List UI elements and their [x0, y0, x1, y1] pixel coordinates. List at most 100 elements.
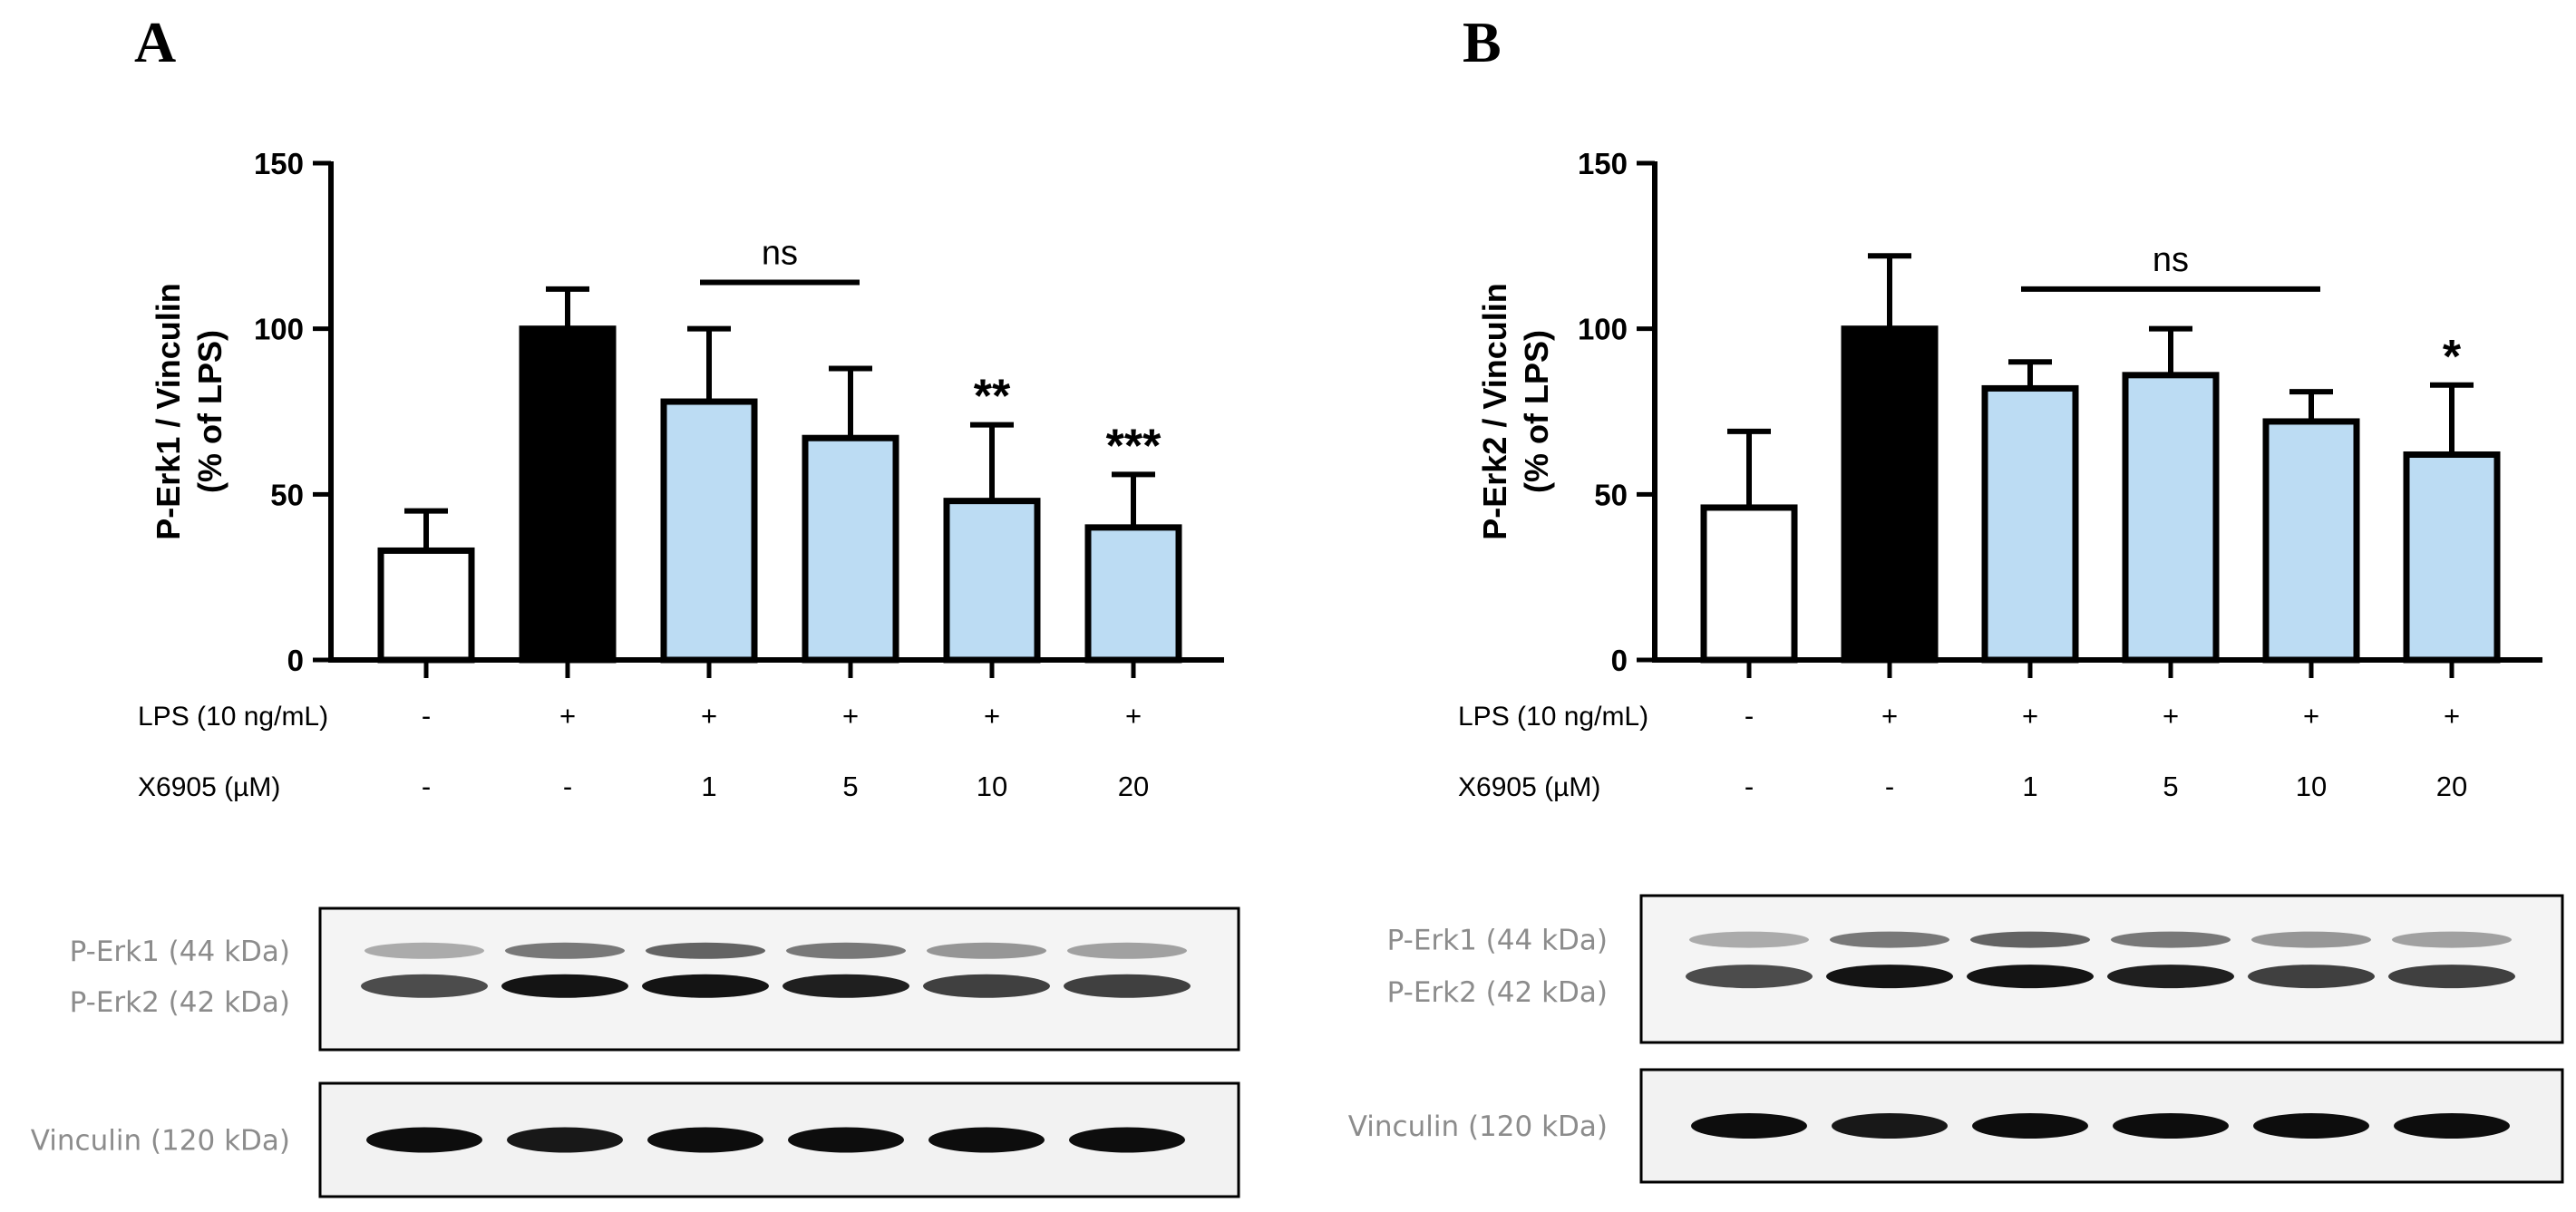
blot-band: [647, 1127, 763, 1153]
blot-band: [1970, 931, 2090, 948]
y-tick-label: 50: [270, 478, 304, 511]
condition-value: +: [2444, 700, 2460, 732]
blot-band: [2107, 965, 2234, 989]
condition-label: X6905 (µM): [138, 772, 280, 802]
blot-band: [1691, 1113, 1807, 1139]
bar: [1084, 524, 1182, 664]
blot-band: [1067, 942, 1187, 959]
y-axis-title: P-Erk1 / Vinculin: [150, 283, 187, 539]
bar: [1700, 504, 1798, 664]
blot-band: [2113, 1113, 2229, 1139]
bar: [802, 434, 899, 664]
blot-band: [501, 974, 628, 998]
significance-marker: *: [2443, 331, 2462, 383]
y-tick-label: 0: [1611, 644, 1628, 677]
condition-value: -: [1745, 700, 1754, 732]
blot-label: Vinculin (120 kDa): [31, 1125, 290, 1158]
panel-letter: B: [1463, 10, 1502, 74]
condition-value: +: [701, 700, 717, 732]
blot-band: [646, 942, 765, 959]
condition-value: +: [1881, 700, 1898, 732]
blot-band: [1830, 931, 1949, 948]
condition-value: +: [559, 700, 576, 732]
condition-label: LPS (10 ng/mL): [1458, 702, 1648, 732]
blot-band: [2394, 1113, 2510, 1139]
blot-band: [1826, 965, 1953, 989]
blot-band: [1069, 1127, 1185, 1153]
blot-band: [365, 942, 484, 959]
condition-value: +: [842, 700, 859, 732]
blot-band: [507, 1127, 623, 1153]
blot-band: [923, 974, 1050, 998]
ns-label: ns: [762, 235, 798, 273]
blot-band: [642, 974, 769, 998]
y-tick-label: 150: [254, 147, 304, 180]
condition-value: -: [563, 771, 572, 802]
condition-value: -: [422, 771, 431, 802]
blot-band: [361, 974, 488, 998]
y-axis-title-unit: (% of LPS): [191, 330, 228, 493]
y-tick-label: 100: [1578, 313, 1628, 346]
condition-value: -: [422, 700, 431, 732]
ns-label: ns: [2153, 241, 2189, 279]
blot-band: [2392, 931, 2512, 948]
blot-label: P-Erk1 (44 kDa): [70, 936, 290, 968]
condition-value: +: [2022, 700, 2038, 732]
blot-band: [1832, 1113, 1948, 1139]
condition-value: 20: [2436, 771, 2467, 802]
condition-value: -: [1885, 771, 1894, 802]
condition-value: 1: [2022, 771, 2037, 802]
condition-value: 5: [842, 771, 858, 802]
condition-value: -: [1745, 771, 1754, 802]
blot-band: [1064, 974, 1191, 998]
condition-value: +: [984, 700, 1000, 732]
condition-value: 10: [977, 771, 1007, 802]
condition-value: +: [2303, 700, 2319, 732]
bar: [519, 325, 617, 664]
blot-band: [366, 1127, 482, 1153]
blot-label: P-Erk2 (42 kDa): [1387, 976, 1608, 1009]
y-axis-title-unit: (% of LPS): [1518, 330, 1555, 493]
bar: [660, 398, 758, 664]
blot-band: [786, 942, 906, 959]
y-tick-label: 50: [1594, 478, 1628, 511]
y-tick-label: 150: [1578, 147, 1628, 180]
condition-label: X6905 (µM): [1458, 772, 1600, 802]
blot-band: [783, 974, 909, 998]
significance-marker: **: [974, 371, 1011, 423]
blot-band: [505, 942, 625, 959]
bar: [1841, 325, 1939, 664]
blot-band: [2388, 965, 2515, 989]
blot-band: [928, 1127, 1045, 1153]
blot-band: [2251, 931, 2371, 948]
blot-band: [2248, 965, 2375, 989]
blot-band: [1967, 965, 2094, 989]
blot-band: [1686, 965, 1813, 989]
condition-value: 20: [1118, 771, 1149, 802]
significance-marker: ***: [1106, 420, 1162, 472]
blot-label: Vinculin (120 kDa): [1348, 1110, 1608, 1143]
y-axis-title: P-Erk2 / Vinculin: [1476, 283, 1513, 539]
blot-band: [1972, 1113, 2088, 1139]
blot-band: [2253, 1113, 2369, 1139]
condition-value: 5: [2163, 771, 2178, 802]
condition-label: LPS (10 ng/mL): [138, 702, 328, 732]
panel-b: B P-Erk2 / Vinculin (% of LPS) 0 50 100 150 * ns…: [1348, 10, 2564, 1184]
bar: [2403, 451, 2501, 664]
bar: [377, 547, 475, 664]
blot-band: [788, 1127, 904, 1153]
condition-value: 1: [701, 771, 716, 802]
blot-label: P-Erk2 (42 kDa): [70, 986, 290, 1019]
condition-value: +: [1125, 700, 1142, 732]
blot-label: P-Erk1 (44 kDa): [1387, 925, 1608, 957]
y-tick-label: 100: [254, 313, 304, 346]
condition-value: +: [2163, 700, 2179, 732]
y-tick-label: 0: [287, 644, 304, 677]
blot-band: [1689, 931, 1809, 948]
panel-letter: A: [134, 10, 176, 74]
panel-a: AP-Erk1 / Vinculin (% of LPS)050100150***…: [31, 10, 1240, 1198]
blot-band: [927, 942, 1046, 959]
bar: [2122, 372, 2220, 664]
condition-value: 10: [2296, 771, 2327, 802]
